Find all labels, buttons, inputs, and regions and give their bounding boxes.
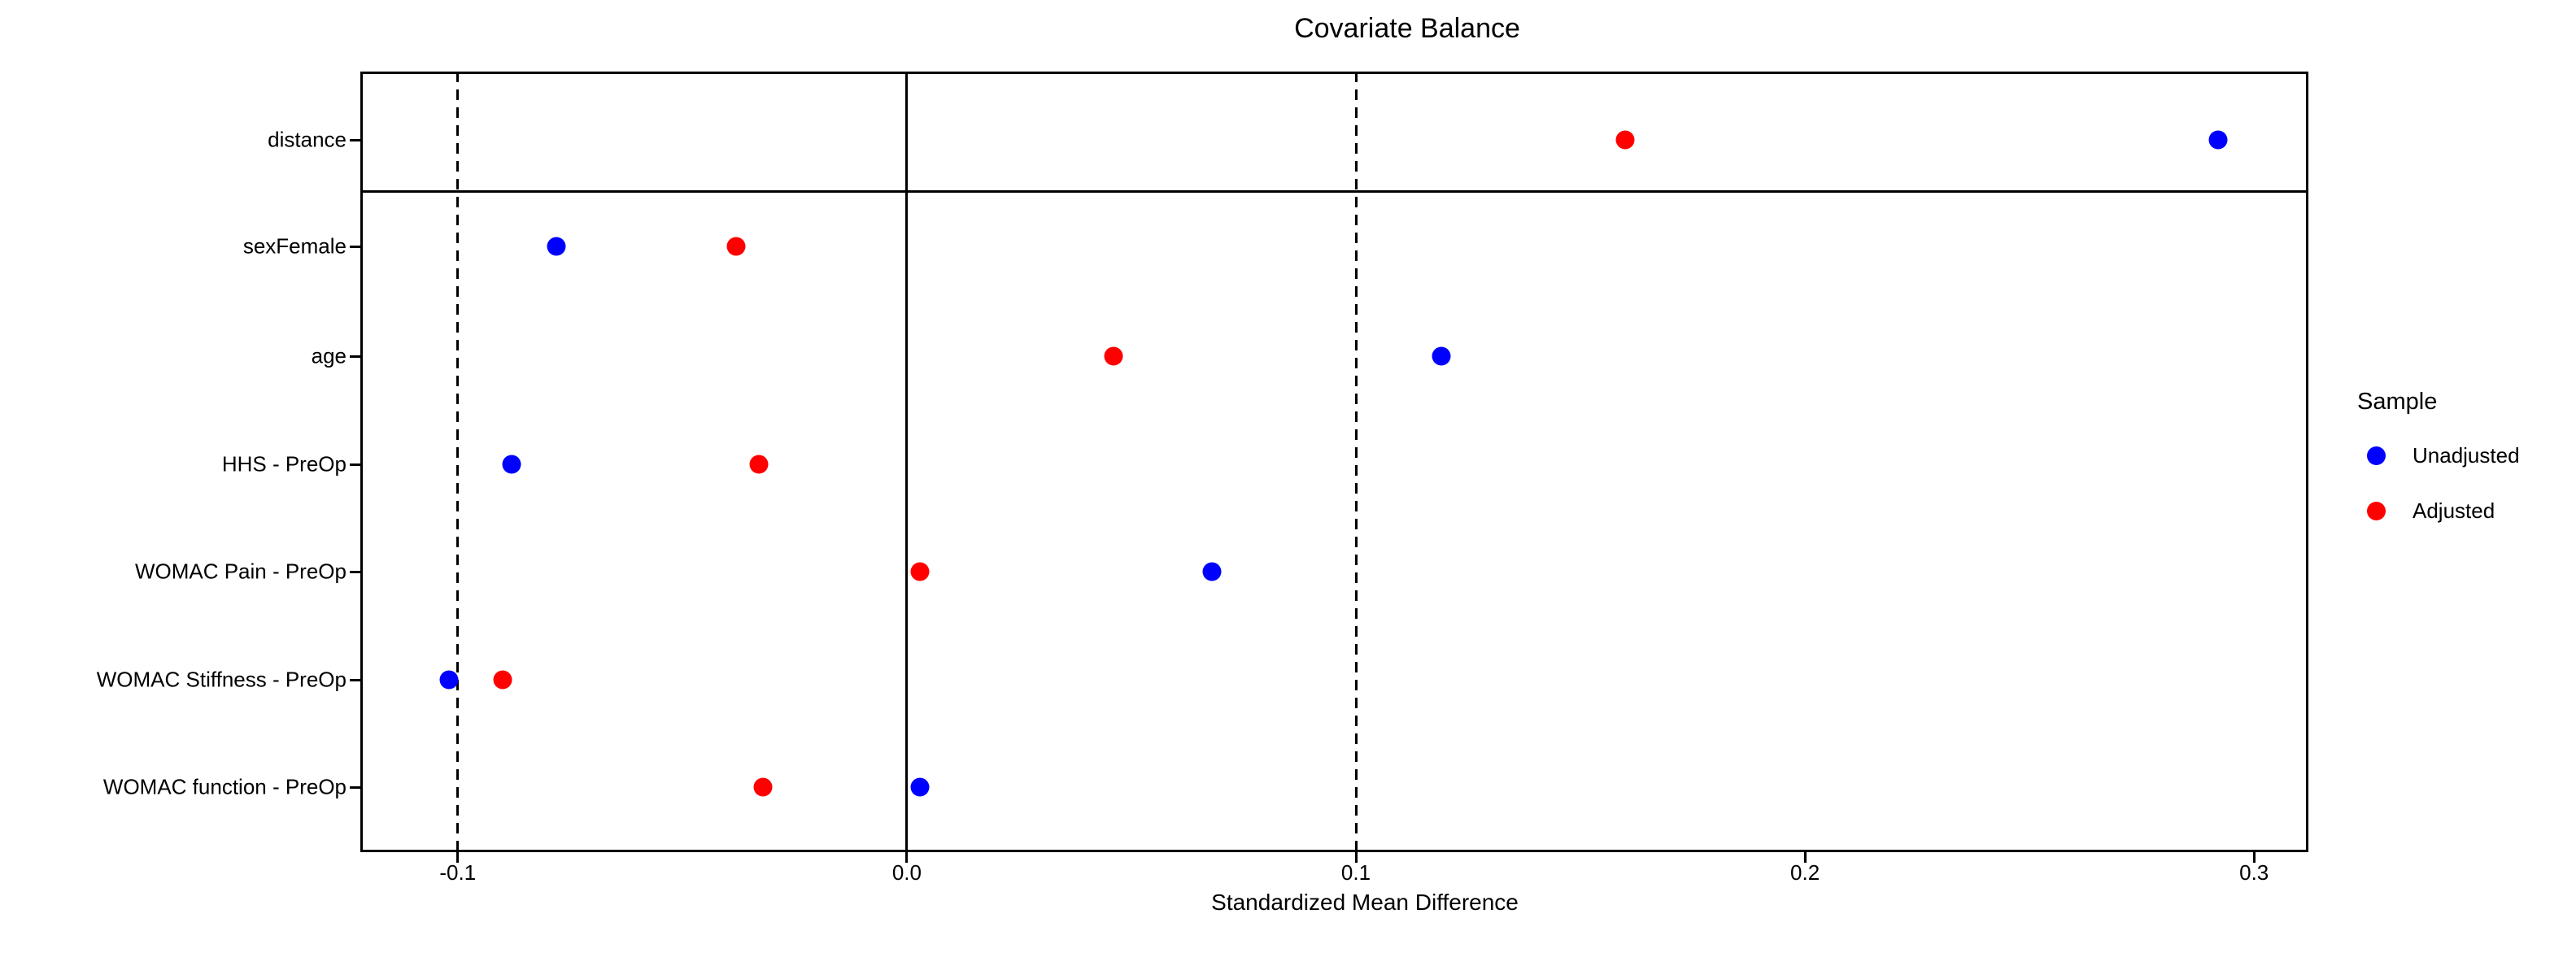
data-point-unadjusted	[1432, 346, 1451, 366]
data-point-adjusted	[1615, 130, 1635, 150]
adjusted-point-icon	[2367, 502, 2386, 520]
chart-title: Covariate Balance	[1294, 13, 1520, 44]
y-axis-tick	[350, 463, 360, 466]
data-point-adjusted	[910, 562, 930, 581]
x-axis-tick	[905, 852, 909, 863]
y-axis-tick	[350, 355, 360, 358]
legend-item-adjusted: Adjusted	[2367, 498, 2520, 523]
y-axis-tick	[350, 570, 360, 573]
data-point-unadjusted	[1202, 562, 1222, 581]
y-axis-tick	[350, 678, 360, 681]
legend-item-label: Adjusted	[2413, 498, 2495, 523]
data-point-unadjusted	[439, 670, 459, 690]
x-axis-tick	[456, 852, 460, 863]
data-point-adjusted	[1104, 346, 1123, 366]
legend-item-unadjusted: Unadjusted	[2367, 443, 2520, 468]
legend: Sample Unadjusted Adjusted	[2357, 389, 2520, 557]
facet-separator-line	[360, 190, 2308, 193]
data-point-unadjusted	[547, 237, 566, 256]
panel-border	[360, 72, 2308, 852]
x-axis-tick-label: 0.2	[1790, 860, 1820, 885]
data-point-unadjusted	[2208, 130, 2228, 150]
x-axis-tick-label: 0.3	[2239, 860, 2269, 885]
y-axis-tick	[350, 245, 360, 248]
reference-line-zero	[905, 72, 909, 852]
x-axis-tick-label: -0.1	[439, 860, 477, 885]
x-axis-tick	[2252, 852, 2256, 863]
data-point-adjusted	[749, 455, 769, 474]
y-axis-tick	[350, 138, 360, 141]
y-axis-category-label: WOMAC Stiffness - PreOp	[96, 667, 347, 692]
y-axis-category-label: sexFemale	[242, 233, 347, 259]
y-axis-category-label: HHS - PreOp	[221, 451, 347, 477]
y-axis-category-label: distance	[268, 127, 347, 152]
data-point-unadjusted	[910, 777, 930, 797]
x-axis-tick	[1803, 852, 1807, 863]
unadjusted-point-icon	[2367, 446, 2386, 465]
x-axis-title: Standardized Mean Difference	[1211, 890, 1519, 915]
data-point-adjusted	[753, 777, 773, 797]
data-point-adjusted	[726, 237, 746, 256]
x-axis-tick-label: 0.0	[891, 860, 922, 885]
y-axis-category-label: age	[311, 343, 347, 368]
x-axis-tick-label: 0.1	[1340, 860, 1371, 885]
legend-item-label: Unadjusted	[2413, 443, 2520, 468]
reference-line-dashed	[1354, 72, 1358, 852]
y-axis-category-label: WOMAC Pain - PreOp	[134, 559, 347, 584]
data-point-adjusted	[493, 670, 512, 690]
y-axis-category-label: WOMAC function - PreOp	[102, 774, 347, 799]
legend-title: Sample	[2357, 389, 2438, 415]
data-point-unadjusted	[502, 455, 521, 474]
y-axis-tick	[350, 785, 360, 789]
x-axis-tick	[1354, 852, 1358, 863]
reference-line-dashed	[456, 72, 460, 852]
